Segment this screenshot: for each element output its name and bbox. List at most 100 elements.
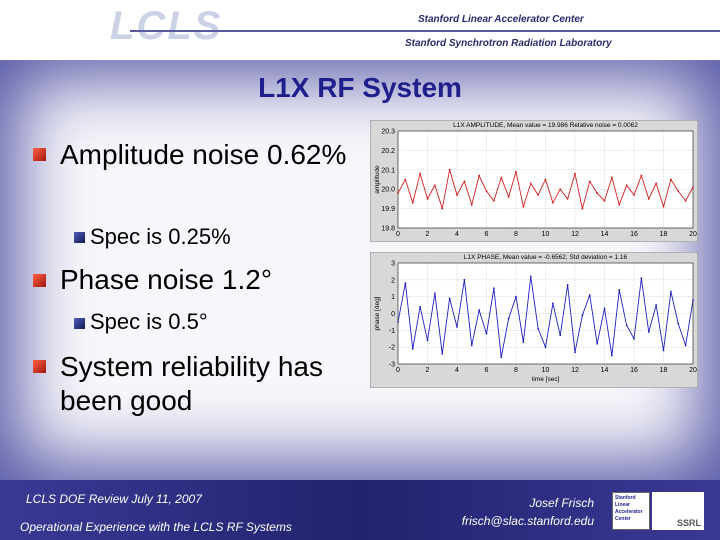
y-tick-label: 3 [391, 261, 395, 268]
data-point [684, 344, 687, 347]
data-point [647, 198, 650, 200]
x-tick-label: 14 [601, 367, 609, 374]
y-axis-label: phase [deg] [374, 296, 381, 330]
footer-text: Josef Frisch [529, 496, 594, 510]
x-tick-label: 18 [660, 231, 668, 238]
data-point [500, 356, 503, 359]
data-point [397, 192, 399, 194]
data-point [492, 287, 495, 290]
footer-text: Operational Experience with the LCLS RF … [20, 520, 292, 534]
y-tick-label: 2 [391, 277, 395, 284]
data-point [655, 304, 658, 306]
data-point [478, 174, 481, 177]
data-point [566, 283, 569, 286]
data-point [610, 176, 613, 179]
y-tick-label: 20.1 [381, 167, 395, 174]
data-point [603, 307, 606, 310]
sub-bullet-text: Spec is 0.5° [90, 309, 208, 334]
data-point [507, 317, 510, 320]
data-point [633, 194, 635, 196]
logo: LCLS [110, 4, 223, 48]
footer [0, 480, 720, 540]
x-tick-label: 16 [630, 231, 638, 238]
phase-plot: L1X PHASE, Mean value = -0.6562, Std dev… [370, 252, 698, 388]
data-point [433, 292, 436, 295]
data-point [529, 182, 532, 185]
x-tick-label: 20 [689, 231, 697, 238]
data-point [485, 190, 488, 193]
data-point [610, 354, 613, 357]
data-point [625, 324, 628, 327]
data-point [463, 180, 466, 183]
data-point [544, 346, 547, 349]
data-point [448, 168, 451, 171]
data-point [537, 194, 540, 196]
data-point [662, 349, 665, 352]
data-point [500, 176, 503, 179]
x-tick-label: 4 [455, 231, 459, 238]
data-point [662, 205, 665, 208]
data-point [669, 178, 672, 181]
x-tick-label: 6 [485, 231, 489, 238]
data-point [625, 184, 628, 187]
data-point [515, 295, 517, 298]
data-point [426, 339, 429, 342]
data-point [581, 207, 584, 210]
data-point [647, 331, 650, 333]
y-tick-label: 1 [391, 294, 395, 301]
data-point [588, 294, 591, 296]
y-tick-label: 20.2 [381, 148, 395, 155]
bullet [33, 360, 46, 373]
data-point [485, 332, 488, 335]
data-point [633, 337, 635, 340]
x-tick-label: 12 [571, 231, 579, 238]
x-tick-label: 10 [542, 231, 550, 238]
data-point [441, 207, 444, 210]
data-point [441, 353, 444, 355]
data-point [669, 290, 672, 293]
y-tick-label: 20.0 [381, 187, 395, 194]
data-point [404, 178, 407, 181]
x-tick-label: 10 [542, 367, 550, 374]
y-tick-label: 20.3 [381, 129, 395, 136]
y-tick-label: -2 [389, 345, 395, 352]
data-point [463, 278, 466, 281]
header-line [130, 30, 720, 32]
data-point [596, 192, 599, 194]
data-point [507, 196, 510, 198]
data-point [677, 190, 680, 193]
x-tick-label: 2 [426, 367, 430, 374]
x-tick-label: 14 [601, 231, 609, 238]
data-point [456, 194, 458, 196]
data-point [544, 178, 547, 181]
data-point [640, 174, 643, 177]
sub-bullet [74, 232, 85, 243]
data-point [537, 327, 540, 330]
x-tick-label: 8 [514, 367, 518, 374]
data-point [522, 341, 525, 344]
bullet-text: Amplitude noise 0.62% [60, 139, 347, 170]
data-point [456, 326, 458, 328]
bullet-text: Phase noise 1.2° [60, 264, 273, 295]
slide-title: L1X RF System [258, 72, 462, 103]
footer-text: LCLS DOE Review July 11, 2007 [26, 492, 202, 506]
data-point [603, 199, 606, 202]
x-tick-label: 6 [485, 367, 489, 374]
data-point [397, 321, 399, 323]
data-point [574, 351, 576, 354]
plot-title: L1X AMPLITUDE, Mean value = 19.986 Relat… [453, 122, 638, 129]
data-point [411, 347, 414, 350]
org-name: Stanford Linear Accelerator Center [418, 14, 584, 25]
footer-text: frisch@slac.stanford.edu [461, 514, 594, 528]
data-point [640, 277, 643, 280]
data-point [618, 289, 621, 291]
header: LCLS Stanford Linear Accelerator Center … [0, 0, 720, 60]
y-tick-label: -3 [389, 362, 395, 369]
data-point [470, 203, 473, 206]
data-point [470, 344, 473, 347]
org-name: Stanford Synchrotron Radiation Laborator… [405, 38, 612, 49]
data-point [426, 198, 429, 200]
data-point [419, 172, 422, 175]
data-point [692, 299, 694, 301]
